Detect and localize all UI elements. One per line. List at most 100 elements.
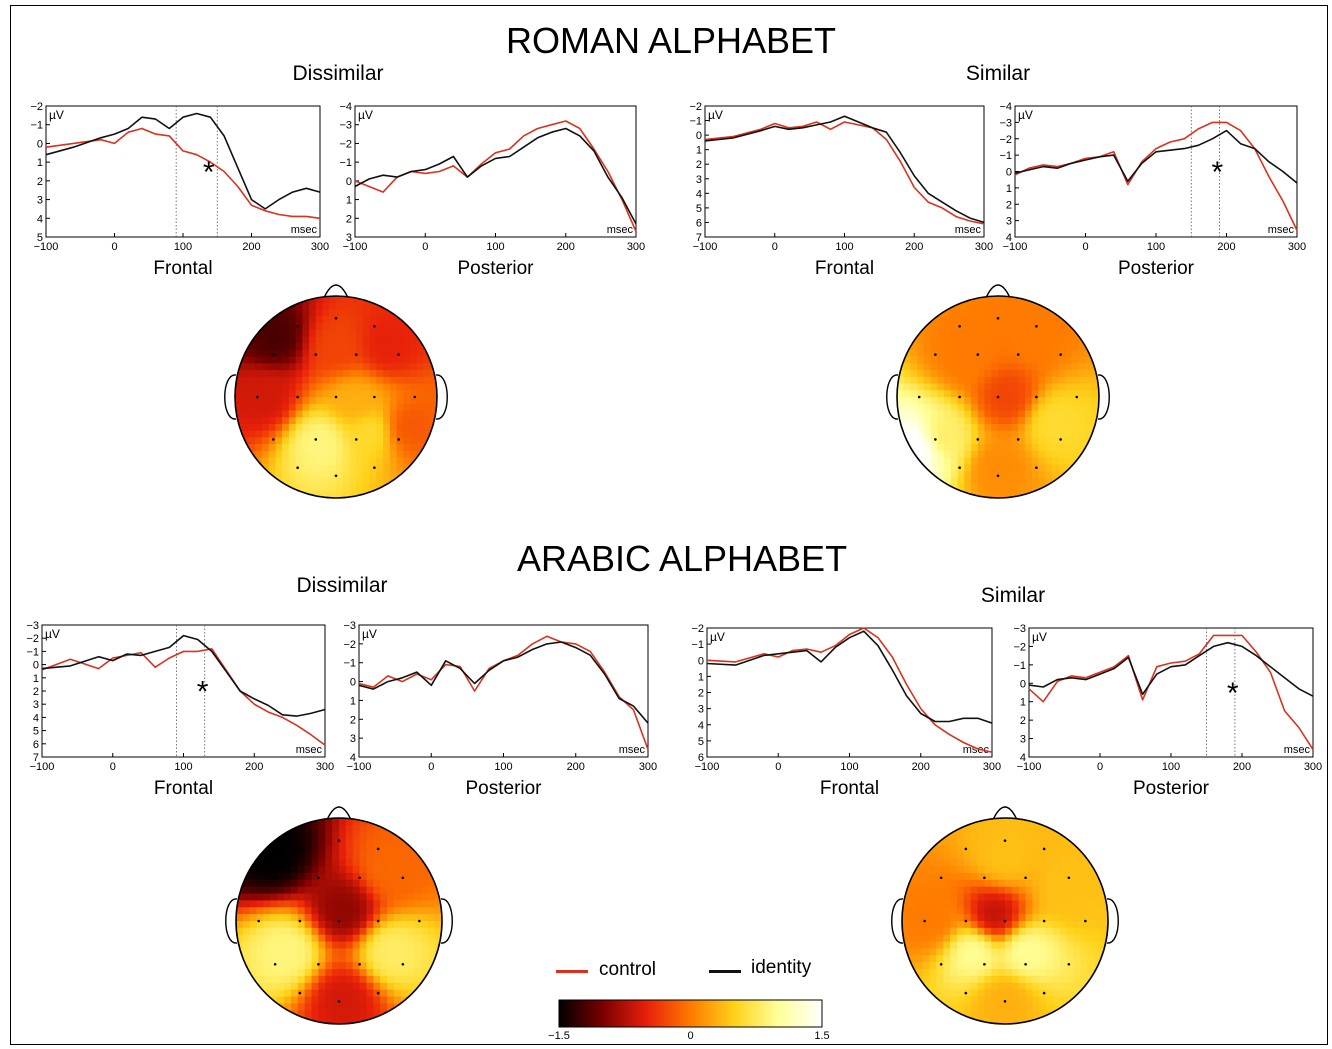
topomap-cell [400,831,409,840]
topomap-cell [297,893,306,901]
topomap-cell [1018,349,1026,358]
topomap-cell [1058,376,1066,385]
topomap-cell [309,390,317,398]
topomap-cell [991,900,999,908]
topomap-cell [248,363,256,371]
topomap-cell [410,430,418,438]
topomap-cell [1018,410,1026,418]
topomap-cell [923,457,932,465]
topomap-cell [1078,349,1087,358]
topomap-cell [937,423,945,432]
topomap-cell [332,886,340,895]
topomap-cell [356,390,364,398]
topomap-cell [369,457,377,465]
topomap-cell [416,423,425,432]
topomap-cell [349,457,357,465]
topomap-cell [1073,962,1082,970]
topomap-cell [311,975,319,984]
topomap-cell [241,383,250,391]
topomap-cell [1094,914,1102,922]
topomap-cell [1024,457,1033,465]
topomap-cell [325,914,333,922]
topomap-cell [311,866,319,874]
topomap-cell [268,423,276,432]
topomap-cell [1059,914,1068,922]
topomap-cell [332,838,340,847]
topomap-cell [359,900,368,908]
electrode-marker [983,876,986,880]
topomap-cell [1080,962,1088,970]
arabic-similar-posterior-panel: −100 0 100 200 300−3−2−101234µVmsecPosterior… [1013,623,1322,799]
topomap-cell [1066,879,1075,888]
topomap-cell [1024,343,1033,351]
topomap-cell [998,886,1006,895]
topomap-cell [270,845,278,853]
topomap-cell [302,450,310,459]
topomap-cell [923,343,932,351]
topomap-cell [991,376,999,385]
topomap-cell [1045,383,1053,391]
topomap-cell [903,376,912,385]
topomap-cell [1059,948,1068,956]
topomap-cell [295,336,303,344]
topomap-cell [923,423,932,432]
topomap-cell [325,838,333,847]
topomap-cell [991,845,999,853]
topomap-cell [336,329,344,337]
topomap-cell [336,410,344,418]
electrode-marker [1035,466,1038,470]
topomap-cell [295,403,303,412]
topomap-cell [929,941,937,950]
topomap-cell [383,423,391,432]
topomap-cell [1065,437,1073,445]
electrode-marker [1016,438,1020,441]
topomap-cell [322,363,330,371]
topomap-cell [1038,390,1046,398]
topomap-cell [1011,430,1019,438]
topomap-cell [396,322,404,331]
topomap-cell [1053,948,1061,956]
topomap-cell [416,417,425,425]
topomap-cell [963,1003,972,1011]
topomap-cell [325,1003,333,1011]
topomap-cell [376,471,384,479]
topomap-cell [977,383,986,391]
electrode-marker [1003,919,1007,923]
topomap-cell [964,471,972,479]
topomap-cell [1053,975,1061,984]
topomap-cell [1072,336,1080,344]
topomap-cell [1004,296,1013,304]
topomap-cell [359,831,368,840]
topomap-cell [963,852,972,860]
topomap-cell [268,450,276,459]
topomap-cell [277,989,285,998]
topomap-cell [1011,423,1019,432]
topomap-cell [288,423,297,432]
head-outline [234,295,438,499]
topomap-cell [369,417,377,425]
topomap-cell [930,343,938,351]
topomap-cell [950,989,958,998]
topomap-cell [1046,886,1054,895]
topomap-cell [359,996,368,1004]
colorbar-tick-label: 0 [687,1030,693,1042]
topomap-cell [984,886,992,895]
topomap-cell [1011,450,1019,459]
topomap-cell [1080,914,1088,922]
topomap-cell [373,838,381,847]
topomap-cell [1018,309,1026,317]
electrode-marker [255,395,259,399]
electrode-marker [373,325,376,328]
topomap-cell [284,1003,292,1011]
topomap-cell [373,969,381,977]
topomap-cell [1018,962,1027,970]
topomap-cell [944,363,952,371]
topomap-cell [1066,852,1075,860]
topomap-cell [284,975,292,984]
topomap-cell [1024,309,1033,317]
topomap-cell [929,962,937,970]
topomap-cell [963,1010,972,1018]
topomap-cell [908,886,917,895]
topomap-cell [332,975,340,984]
topomap-cell [971,450,979,459]
